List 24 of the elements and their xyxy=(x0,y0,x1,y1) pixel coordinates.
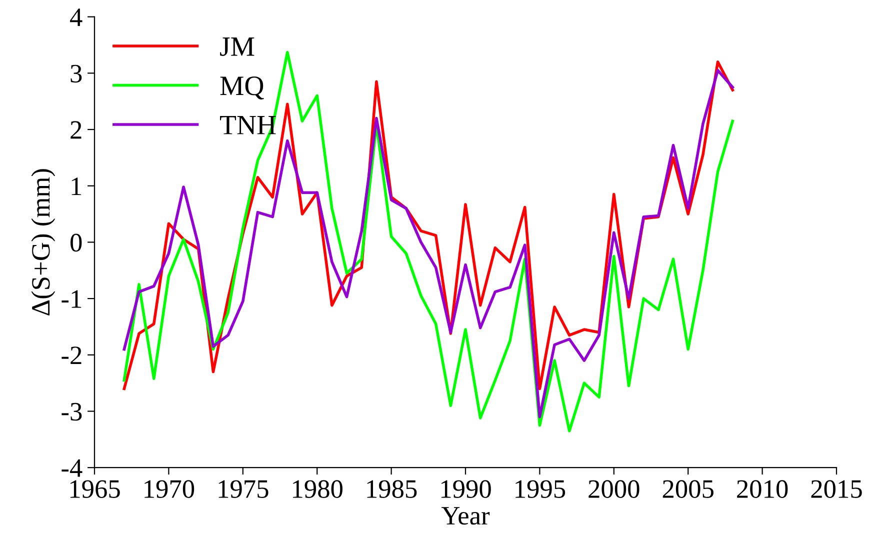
x-tick-label: 1975 xyxy=(218,480,268,498)
y-tick-label: 0 xyxy=(70,234,82,252)
x-tick-label: 1965 xyxy=(70,480,120,498)
y-tick-label: -4 xyxy=(62,459,82,477)
y-axis-title: Δ(S+G) (mm) xyxy=(31,169,56,316)
x-axis-title: Year xyxy=(441,507,490,525)
x-tick-label: 1970 xyxy=(144,480,194,498)
x-tick-label: 2000 xyxy=(588,480,640,498)
x-tick-label: 1980 xyxy=(293,480,342,498)
legend-label: JM xyxy=(220,38,254,56)
x-tick-label: 1995 xyxy=(516,480,566,498)
y-tick-label: 3 xyxy=(70,64,82,83)
x-tick-label: 1990 xyxy=(441,480,491,498)
legend-label: MQ xyxy=(220,76,264,100)
x-tick-label: 2015 xyxy=(811,480,862,498)
x-tick-label: 2005 xyxy=(662,480,714,498)
x-tick-label: 2010 xyxy=(737,480,788,498)
x-tick-label: 1985 xyxy=(367,480,417,498)
y-tick-label: -3 xyxy=(62,402,82,421)
y-tick-label: -2 xyxy=(62,346,82,364)
y-tick-label: 2 xyxy=(70,121,82,139)
y-tick-label: -1 xyxy=(62,290,82,308)
y-tick-label: 1 xyxy=(72,178,82,196)
y-tick-label: 4 xyxy=(70,8,82,26)
